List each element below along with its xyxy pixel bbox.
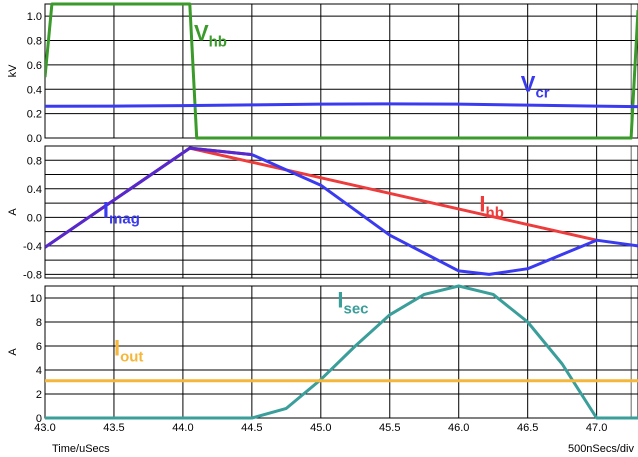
y-tick-label: 0 — [36, 413, 42, 425]
series-label-cr: Vcr — [521, 72, 550, 102]
x-tick-label: 44.5 — [241, 422, 262, 434]
x-tick-label: 45.5 — [379, 422, 400, 434]
y-tick-label: -0.8 — [23, 269, 42, 281]
y-tick-label: 0.8 — [27, 155, 42, 167]
series-line-sec — [45, 284, 638, 420]
y-tick-label: 6 — [36, 341, 42, 353]
y-tick-label: 0.2 — [27, 109, 42, 121]
series-label-mag: Imag — [103, 197, 140, 227]
y-tick-label: 8 — [36, 317, 42, 329]
x-tick-label: 43.5 — [103, 422, 124, 434]
y-tick-label: 2 — [36, 389, 42, 401]
series-line-hb — [45, 2, 638, 140]
panel-2-frame — [44, 145, 638, 279]
panel-1-frame — [44, 3, 638, 139]
series-line-cr — [45, 102, 638, 109]
series-line-overlap — [45, 146, 253, 249]
panel-3-frame — [44, 285, 638, 419]
y-tick-label: 1.0 — [27, 11, 42, 23]
x-tick-label: 43.0 — [34, 422, 55, 434]
x-axis-label: Time/uSecs — [52, 443, 110, 455]
series-label-hb: Vhb — [194, 21, 227, 51]
series-label-out: Iout — [114, 336, 143, 366]
y-tick-label: 0.0 — [27, 133, 42, 145]
y-tick-label: 0.0 — [27, 212, 42, 224]
y-tick-label: 10 — [30, 293, 42, 305]
y-tick-label: 0.4 — [27, 184, 42, 196]
series-label-hb: Ihb — [479, 192, 503, 222]
time-scale-label: 500nSecs/div — [568, 443, 635, 455]
y-tick-label: 0.4 — [27, 84, 42, 96]
y-axis-label: kV — [7, 64, 19, 78]
series-label-sec: Isec — [337, 288, 368, 318]
x-tick-label: 45.0 — [310, 422, 331, 434]
y-axis-label: A — [7, 208, 19, 216]
series-line-hb — [189, 146, 597, 242]
y-axis-label: A — [7, 348, 19, 356]
y-tick-label: 4 — [36, 365, 42, 377]
y-tick-label: 0.6 — [27, 60, 42, 72]
y-tick-label: -0.4 — [23, 241, 42, 253]
x-tick-label: 44.0 — [172, 422, 193, 434]
x-tick-label: 46.5 — [517, 422, 538, 434]
x-tick-label: 47.0 — [586, 422, 607, 434]
y-tick-label: 0.8 — [27, 36, 42, 48]
x-tick-label: 46.0 — [448, 422, 469, 434]
